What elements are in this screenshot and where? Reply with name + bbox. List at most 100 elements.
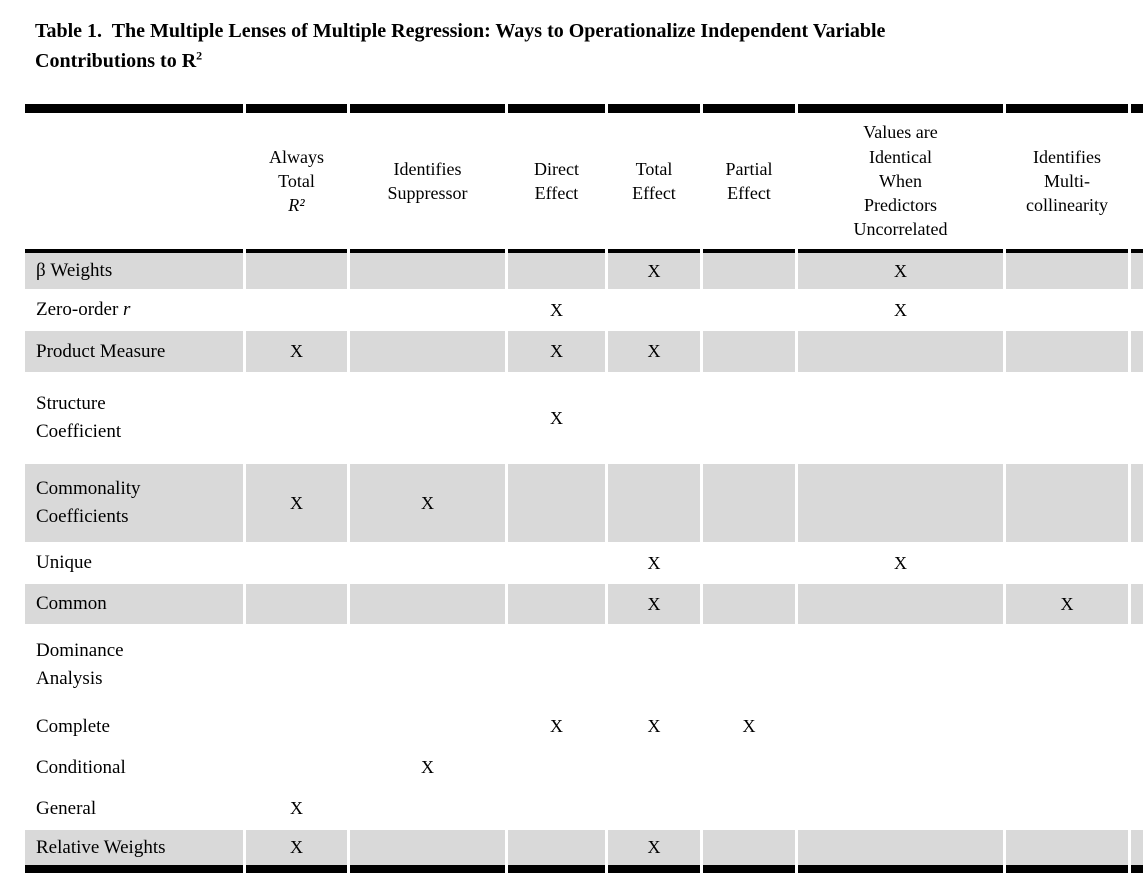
cell-mark <box>508 787 605 830</box>
cell-mark <box>508 464 605 542</box>
table-row-dominance-analysis: Dominance Analysis <box>25 624 1143 705</box>
row-label: β Weights <box>25 253 243 289</box>
cell-mark <box>1006 253 1128 289</box>
cell-spacer <box>1131 331 1143 372</box>
cell-mark <box>1006 331 1128 372</box>
cell-mark: X <box>608 584 700 624</box>
cell-mark <box>508 584 605 624</box>
cell-mark <box>703 372 795 464</box>
cell-mark: X <box>647 716 661 736</box>
cell-mark <box>798 624 1003 705</box>
cell-mark <box>703 584 795 624</box>
cell-mark <box>608 624 700 705</box>
cell-spacer <box>1131 624 1143 705</box>
header-row: Always Total R² Identifies Suppressor Dir… <box>25 104 1143 253</box>
cell-spacer <box>1131 705 1143 748</box>
table-row-structure-coefficient: Structure Coefficient X <box>25 372 1143 464</box>
row-label: Common <box>25 584 243 624</box>
cell-mark <box>350 253 505 289</box>
cell-mark <box>350 289 505 331</box>
cell-mark: X <box>246 331 347 372</box>
cell-mark <box>703 253 795 289</box>
cell-mark <box>350 542 505 584</box>
cell-mark <box>508 624 605 705</box>
cell-mark: X <box>246 830 347 873</box>
cell-spacer <box>1131 289 1143 331</box>
cell-mark: X <box>608 331 700 372</box>
title-line-2: Contributions to R2 <box>35 48 203 72</box>
cell-mark: X <box>1006 584 1128 624</box>
cell-spacer <box>1131 372 1143 464</box>
row-label: Dominance Analysis <box>36 639 124 689</box>
cell-mark <box>350 624 505 705</box>
cell-mark <box>703 464 795 542</box>
table-row-common: Common X X <box>25 584 1143 624</box>
cell-mark <box>508 253 605 289</box>
cell-mark: X <box>550 299 563 320</box>
cell-mark <box>798 331 1003 372</box>
row-label: Product Measure <box>25 331 243 372</box>
cell-spacer <box>1131 830 1143 873</box>
cell-mark <box>1006 787 1128 830</box>
title-line-1: Table 1. The Multiple Lenses of Multiple… <box>35 20 886 42</box>
cell-mark <box>246 542 347 584</box>
cell-mark <box>798 787 1003 830</box>
column-header-total-effect: Total Effect <box>608 104 700 253</box>
cell-spacer <box>1131 748 1143 787</box>
column-header-direct-effect: Direct Effect <box>508 104 605 253</box>
cell-mark: X <box>608 253 700 289</box>
cell-mark <box>350 584 505 624</box>
row-label: Structure Coefficient <box>36 393 122 442</box>
column-header-row-labels <box>25 104 243 253</box>
cell-mark <box>508 542 605 584</box>
cell-mark: X <box>742 716 756 736</box>
cell-spacer <box>1131 464 1143 542</box>
cell-mark: X <box>290 798 303 818</box>
cell-mark: X <box>647 552 661 573</box>
cell-mark <box>508 748 605 787</box>
cell-mark: X <box>894 552 907 573</box>
table-row-zero-order-r: Zero-order r X X <box>25 289 1143 331</box>
table-row-relative-weights: Relative Weights X X <box>25 830 1143 873</box>
column-header-identifies-multicollinearity: Identifies Multi- collinearity <box>1006 104 1128 253</box>
cell-mark <box>350 331 505 372</box>
cell-spacer <box>1131 253 1143 289</box>
cell-mark <box>608 748 700 787</box>
row-label: Unique <box>36 552 92 574</box>
cell-mark <box>703 289 795 331</box>
cell-mark <box>246 372 347 464</box>
cell-mark <box>798 830 1003 873</box>
row-label: Zero-order r <box>36 299 131 321</box>
cell-mark: X <box>550 407 563 428</box>
cell-mark: X <box>894 299 907 320</box>
cell-mark <box>798 584 1003 624</box>
cell-mark <box>246 748 347 787</box>
cell-mark <box>703 748 795 787</box>
cell-mark: X <box>350 464 505 542</box>
cell-mark <box>246 705 347 748</box>
cell-mark <box>703 787 795 830</box>
cell-mark <box>798 372 1003 464</box>
cell-mark <box>703 624 795 705</box>
cell-mark <box>350 372 505 464</box>
title-superscript: 2 <box>196 48 203 63</box>
cell-mark <box>1006 372 1128 464</box>
cell-mark <box>1006 748 1128 787</box>
cell-mark <box>246 624 347 705</box>
row-label: Commonality Coefficients <box>25 464 243 542</box>
cell-mark <box>608 289 700 331</box>
cell-mark <box>1006 830 1128 873</box>
row-label: Relative Weights <box>25 830 243 873</box>
cell-mark <box>703 331 795 372</box>
page-title: Table 1. The Multiple Lenses of Multiple… <box>35 16 1111 76</box>
cell-mark <box>703 542 795 584</box>
column-header-partial-effect: Partial Effect <box>703 104 795 253</box>
cell-mark <box>608 787 700 830</box>
cell-mark <box>350 830 505 873</box>
cell-mark <box>246 289 347 331</box>
cell-mark <box>608 372 700 464</box>
cell-mark: X <box>246 464 347 542</box>
cell-mark <box>1006 705 1128 748</box>
